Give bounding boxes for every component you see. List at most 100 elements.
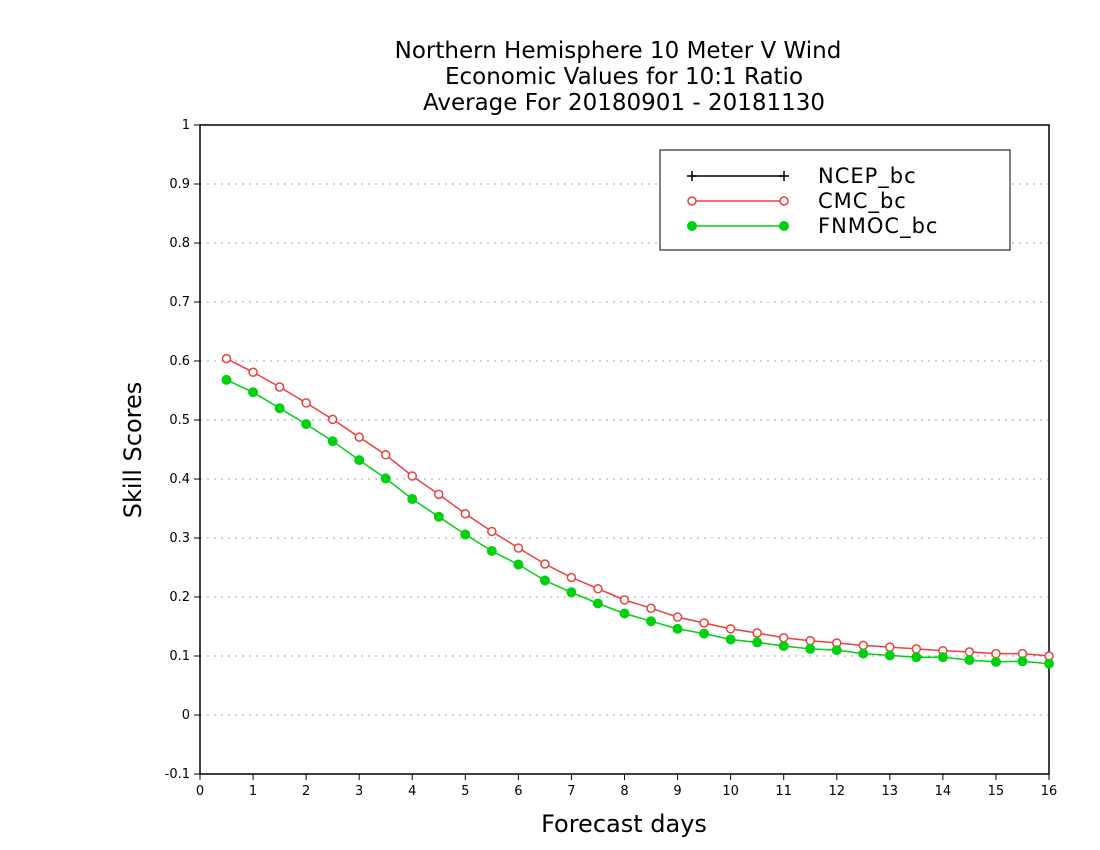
data-point-fnmoc-bc [566, 587, 577, 598]
legend-item-fnmoc-bc: FNMOC_bc [687, 214, 938, 239]
y-tick-label: 0 [182, 708, 190, 723]
data-point-fnmoc-bc [301, 419, 312, 430]
data-point-fnmoc-bc [1044, 658, 1054, 669]
data-point-fnmoc-bc [937, 652, 948, 663]
title-line-2: Economic Values for 10:1 Ratio [445, 64, 803, 90]
series-line-fnmoc-bc [226, 379, 1050, 665]
plot-frame [199, 124, 1050, 775]
y-tick-label: -0.1 [165, 767, 190, 782]
x-tick-label: 14 [935, 784, 952, 799]
x-tick-label: 4 [408, 784, 416, 799]
legend-label: FNMOC_bc [818, 214, 938, 239]
data-point-fnmoc-bc [911, 652, 922, 663]
data-point-fnmoc-bc [539, 575, 550, 586]
y-tick-label: 0.5 [169, 413, 190, 428]
data-point-fnmoc-bc [646, 616, 657, 627]
data-point-cmc-bc [672, 612, 683, 622]
y-tick-label: 0.8 [169, 236, 190, 251]
y-tick-label: 0.4 [169, 472, 190, 487]
data-point-fnmoc-bc [884, 650, 895, 661]
legend-box [659, 149, 1011, 251]
data-point-cmc-bc [778, 632, 789, 643]
data-point-fnmoc-bc [619, 608, 630, 619]
data-point-cmc-bc [885, 642, 895, 652]
legend-marker [779, 196, 789, 206]
data-point-fnmoc-bc [725, 634, 736, 645]
data-point-fnmoc-bc [805, 643, 816, 654]
data-point-fnmoc-bc [248, 387, 259, 398]
data-point-fnmoc-bc [221, 374, 232, 385]
data-point-fnmoc-bc [1017, 656, 1028, 667]
legend-label: CMC_bc [818, 189, 907, 214]
data-point-fnmoc-bc [380, 473, 391, 484]
x-tick-label: 6 [514, 784, 522, 799]
data-point-fnmoc-bc [460, 529, 471, 540]
x-tick-label: 1 [249, 784, 257, 799]
data-point-cmc-bc [513, 543, 524, 553]
data-point-fnmoc-bc [274, 403, 285, 414]
data-point-cmc-bc [274, 382, 285, 392]
x-tick-label: 11 [775, 784, 792, 799]
x-tick-label: 0 [196, 784, 204, 799]
data-point-fnmoc-bc [831, 645, 842, 656]
y-tick-label: 0.9 [169, 177, 190, 192]
data-point-cmc-bc [434, 489, 444, 500]
x-tick-label: 9 [673, 784, 681, 799]
data-point-cmc-bc [911, 644, 922, 654]
data-point-cmc-bc [699, 618, 709, 628]
data-point-fnmoc-bc [592, 598, 603, 609]
x-axis-ticks: 0 1 2 3 4 5 6 7 8 9 10 11 12 13 14 15 16 [196, 774, 1057, 799]
data-point-fnmoc-bc [990, 656, 1001, 667]
data-point-cmc-bc [646, 603, 656, 613]
x-tick-label: 10 [722, 784, 739, 799]
data-point-cmc-bc [805, 635, 815, 646]
y-tick-label: 0.7 [169, 295, 190, 310]
data-point-cmc-bc [752, 628, 762, 638]
data-point-fnmoc-bc [486, 545, 497, 556]
data-point-fnmoc-bc [327, 436, 338, 447]
x-tick-label: 13 [882, 784, 899, 799]
title-line-3: Average For 20180901 - 20181130 [423, 90, 825, 116]
y-axis-label: Skill Scores [119, 382, 147, 519]
x-tick-label: 2 [302, 784, 310, 799]
data-point-cmc-bc [725, 624, 736, 634]
data-point-cmc-bc [858, 640, 869, 651]
x-tick-label: 12 [828, 784, 845, 799]
legend-marker [779, 221, 789, 231]
x-axis-label: Forecast days [541, 810, 707, 838]
data-point-fnmoc-bc [752, 637, 763, 648]
x-tick-label: 8 [620, 784, 628, 799]
data-point-fnmoc-bc [672, 623, 683, 634]
x-tick-label: 7 [567, 784, 575, 799]
y-axis-ticks: -0.1 0 0.1 0.2 0.3 0.4 0.5 0.6 0.7 0.8 0.9 1 [165, 118, 200, 782]
x-tick-label: 3 [355, 784, 363, 799]
legend-label: NCEP_bc [818, 164, 917, 189]
data-point-cmc-bc [593, 583, 603, 594]
y-tick-label: 0.1 [169, 649, 190, 664]
data-point-cmc-bc [487, 526, 497, 537]
data-point-fnmoc-bc [699, 628, 710, 639]
grid-lines [200, 183, 1049, 716]
data-point-fnmoc-bc [354, 455, 365, 466]
data-point-cmc-bc [540, 559, 550, 569]
data-point-fnmoc-bc [858, 648, 869, 659]
series-line-cmc-bc [226, 357, 1050, 657]
legend-marker [779, 171, 789, 181]
data-point-cmc-bc [301, 398, 311, 408]
legend-marker [687, 221, 697, 231]
data-point-cmc-bc [460, 509, 471, 519]
data-point-cmc-bc [566, 572, 577, 583]
legend-marker [687, 196, 697, 206]
data-point-cmc-bc [380, 450, 391, 460]
data-point-fnmoc-bc [778, 640, 789, 651]
data-point-fnmoc-bc [513, 559, 524, 570]
data-point-cmc-bc [327, 414, 338, 425]
data-point-cmc-bc [221, 353, 232, 364]
data-point-fnmoc-bc [407, 494, 418, 505]
y-tick-label: 0.2 [169, 590, 190, 605]
data-point-cmc-bc [248, 367, 258, 377]
data-point-cmc-bc [964, 647, 975, 657]
series-group [221, 353, 1054, 669]
y-tick-label: 0.3 [169, 531, 190, 546]
